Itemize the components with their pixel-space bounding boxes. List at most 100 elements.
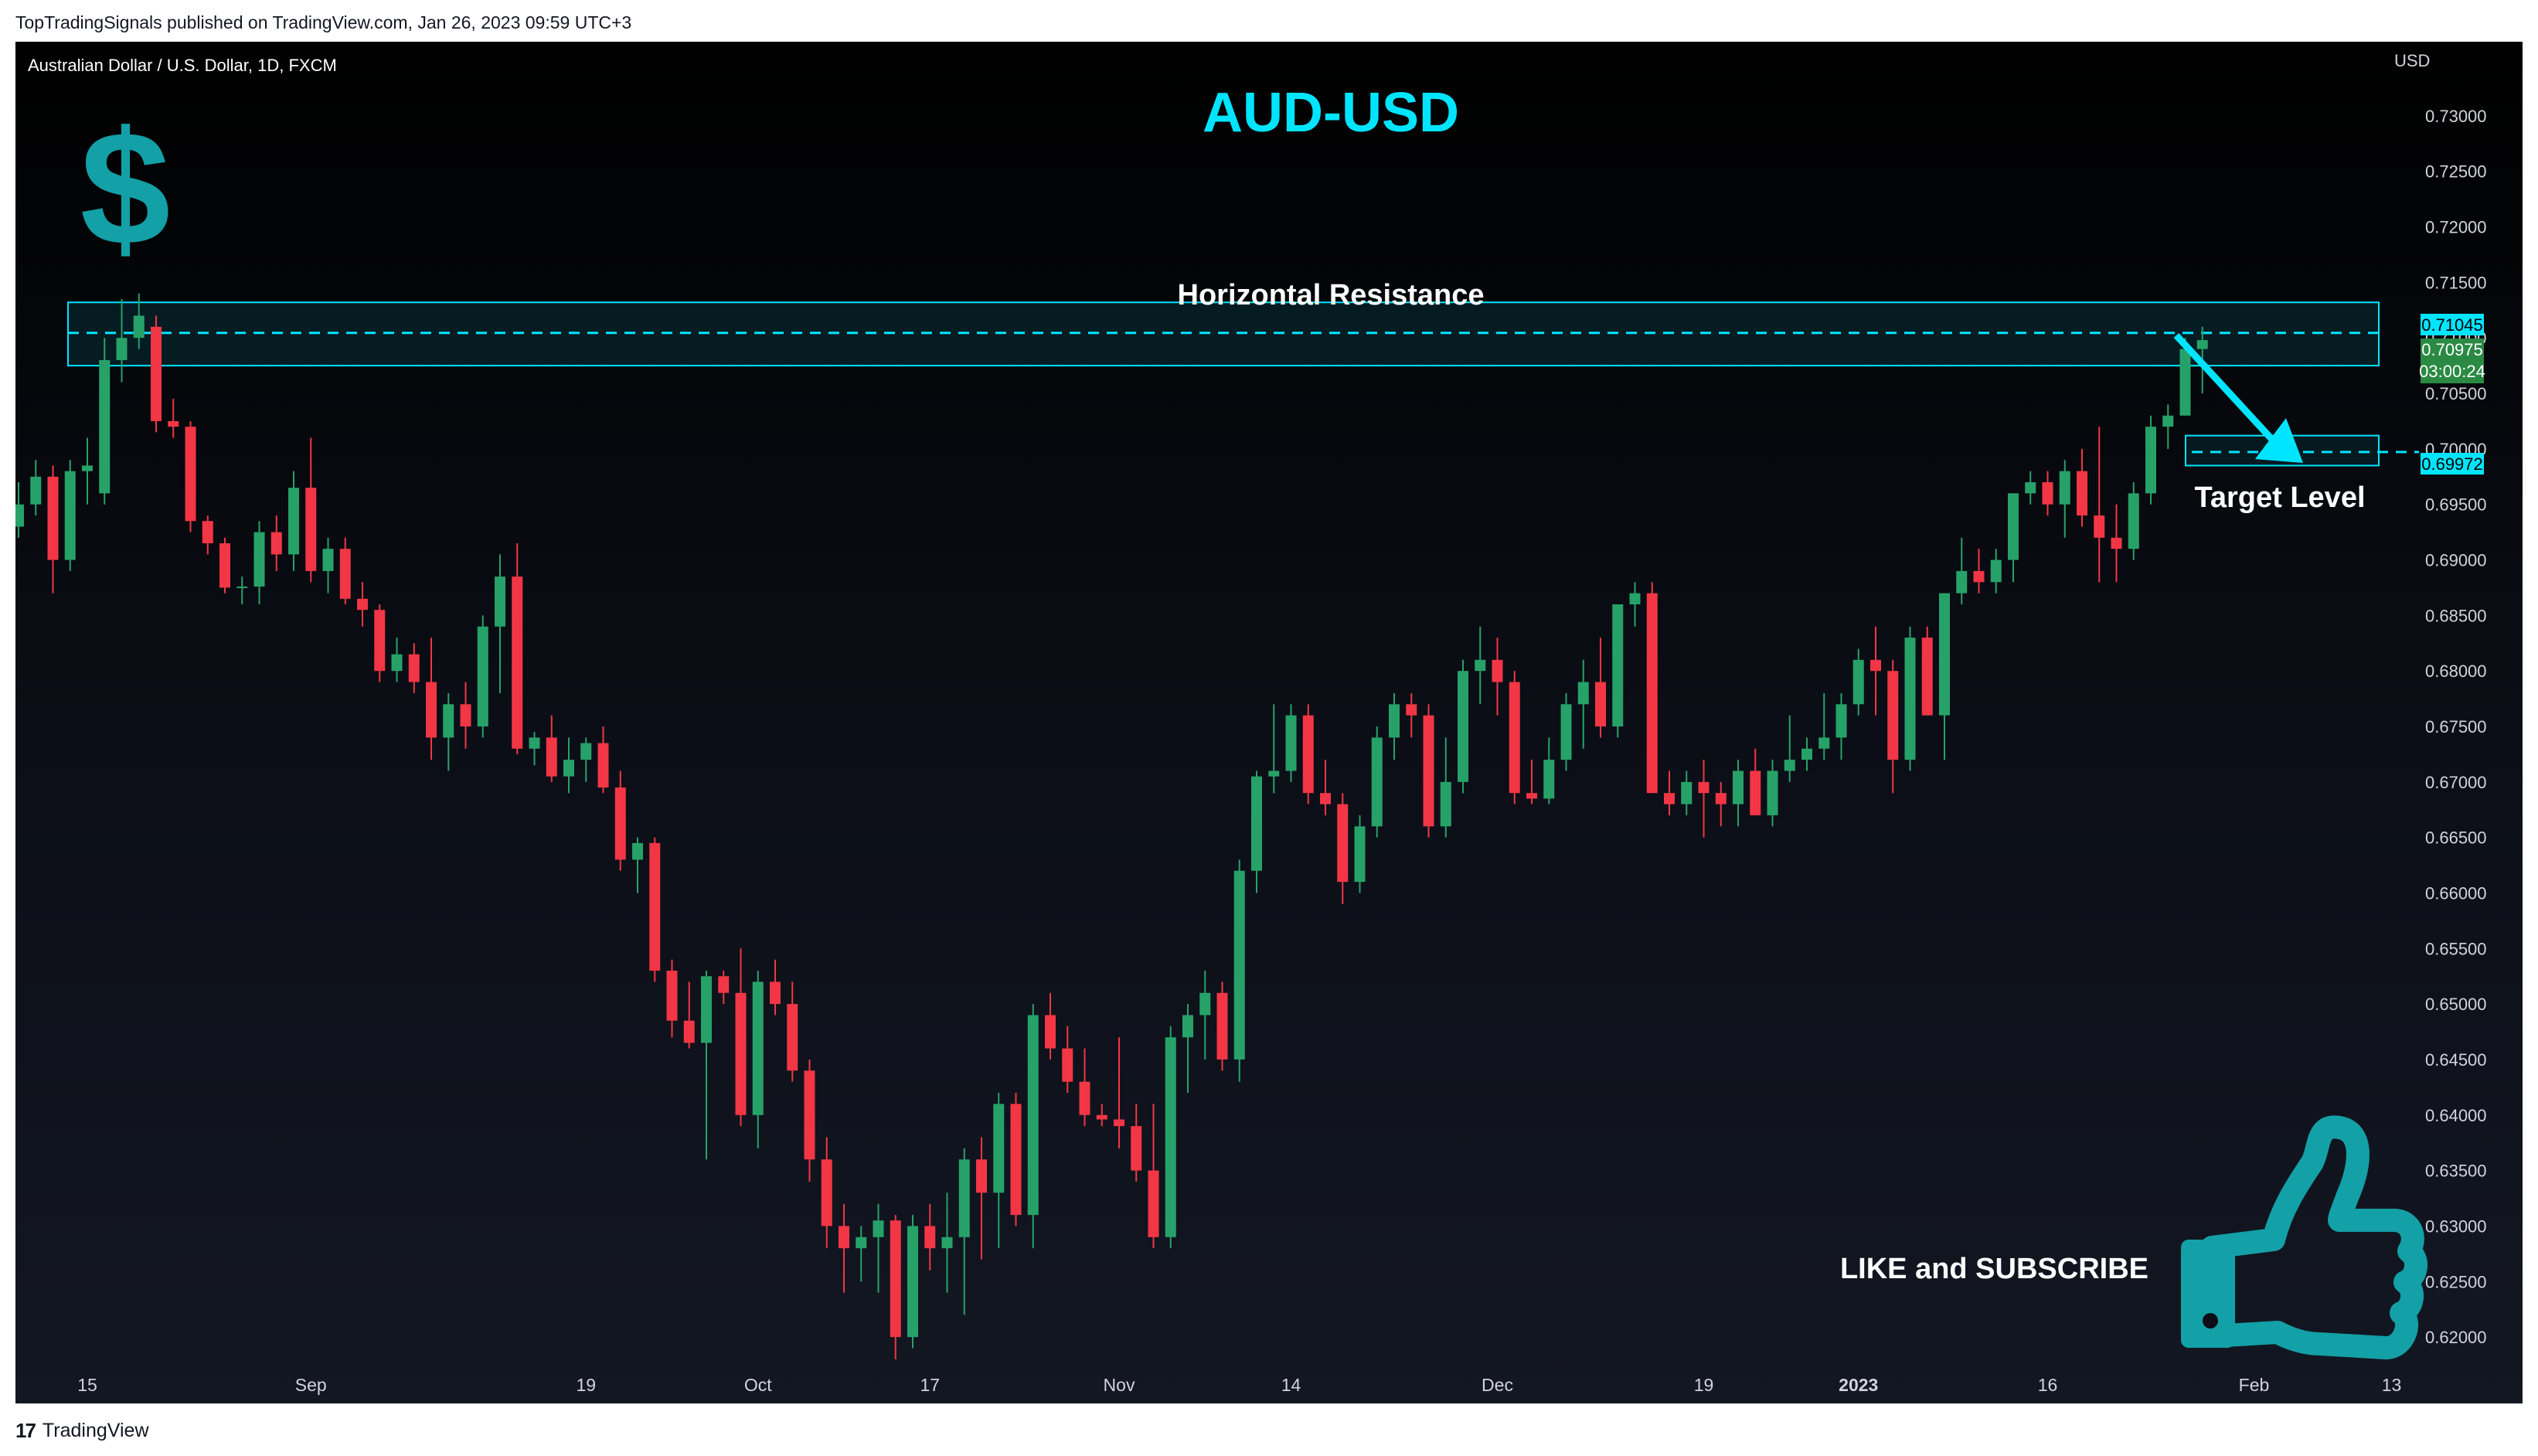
candle-body [546,737,557,777]
price-tag-last: 0.70975 03:00:24 [2419,338,2485,383]
x-tick-label: 17 [920,1375,940,1395]
candle-body [839,1226,849,1249]
candle-body [1148,1170,1159,1237]
chart-title: AUD-USD [1203,82,1459,144]
candle-body [718,976,730,993]
candle-body [1114,1119,1124,1127]
svg-text:0.70975: 0.70975 [2421,340,2483,359]
candles [15,293,2208,1359]
candle-body [1801,748,1812,760]
x-tick-label: 19 [1694,1375,1714,1395]
candle-body [495,577,505,627]
symbol-line: Australian Dollar / U.S. Dollar, 1D, FXC… [28,56,337,75]
candle-body [1835,704,1847,738]
candle-body [1973,570,1985,583]
candle-body [2162,415,2174,427]
candle-body [1887,671,1899,760]
candle-body [1233,870,1245,1060]
y-tick-label: 0.68000 [2425,662,2487,681]
candle-body [1285,715,1297,771]
candle-body [2042,481,2053,505]
x-tick-label: 2023 [1839,1375,1878,1395]
candle-body [1458,671,1468,782]
candle-body [1475,659,1486,672]
candle-body [1990,560,2002,583]
candle-body [1852,659,1864,705]
candle-body [1045,1015,1056,1049]
candle-body [1750,771,1761,815]
footer: 17 TradingView [15,1419,149,1443]
y-tick-label: 0.68500 [2425,606,2487,625]
candle-body [701,976,712,1043]
y-tick-label: 0.72500 [2425,162,2487,182]
x-tick-label: Nov [1104,1375,1135,1395]
candle-body [219,543,230,588]
time-axis: 15 Sep 19 Oct 17 Nov 14 Dec 19 2023 16 Feb 13 [77,1375,2401,1395]
arrow-head-icon [2255,418,2303,463]
candle-body [374,610,386,672]
target-label: Target Level [2194,481,2365,514]
y-tick-label: 0.69500 [2425,495,2487,515]
candle-body [2059,471,2070,505]
countdown-label: 03:00:24 [2419,362,2485,381]
candle-body [1027,1015,1039,1216]
candle-body [1251,776,1262,871]
candle-body [649,842,661,971]
candle-body [958,1159,970,1237]
candle-body [1577,682,1589,705]
candle-body [1165,1037,1176,1237]
price-tag-target: 0.69972 [2421,453,2484,475]
x-tick-label: 16 [2038,1375,2058,1395]
y-tick-label: 0.67500 [2425,717,2487,737]
candle-body [82,465,93,471]
candle-body [1543,760,1555,799]
candle-body [1767,771,1778,815]
y-tick-label: 0.63500 [2425,1162,2487,1181]
candle-body [408,654,420,682]
candle-body [1526,793,1537,799]
publish-info: TopTradingSignals published on TradingVi… [15,12,632,32]
candle-body [1939,593,1950,716]
candle-body [2145,427,2156,494]
y-tick-label: 0.69000 [2425,551,2487,570]
y-tick-label: 0.65000 [2425,995,2487,1014]
candle-body [443,704,454,738]
x-tick-label: 19 [576,1375,596,1395]
candlestick-chart[interactable]: 0.730000.725000.720000.715000.710000.705… [15,42,2523,1403]
candle-body [477,626,488,726]
candle-body [873,1220,884,1237]
candle-body [1733,771,1744,805]
candle-body [2094,515,2105,538]
candle-body [288,488,299,555]
candle-body [1715,793,1727,805]
candle-body [1440,781,1451,827]
dollar-icon: $ [80,97,171,279]
cta-text[interactable]: LIKE and SUBSCRIBE [1840,1253,2148,1285]
candle-body [270,532,282,555]
x-tick-label: 14 [1281,1375,1301,1395]
candle-body [1492,659,1503,682]
candle-body [253,532,265,587]
candle-body [666,971,678,1021]
y-tick-label: 0.64000 [2425,1106,2487,1125]
candle-body [1302,715,1314,794]
candle-body [1921,638,1933,716]
candle-body [1818,737,1830,749]
candle-body [116,338,128,360]
candle-body [563,760,574,777]
x-tick-label: 15 [77,1375,97,1395]
chart-frame[interactable]: 0.73000 0.72500 0.72000 0.71500 0.71000 0.705… [15,42,2523,1403]
candle-body [529,737,540,749]
candle-body [151,326,162,421]
y-tick-label: 0.64500 [2425,1050,2487,1070]
candle-body [426,682,437,738]
candle-body [99,359,111,494]
candle-body [1629,593,1641,604]
candle-body [1182,1015,1193,1038]
thumbs-up-icon[interactable] [2181,1115,2427,1359]
x-tick-label: 13 [2382,1375,2402,1395]
candle-body [64,471,76,560]
candle-body [168,420,179,427]
candle-body [512,577,523,749]
candle-body [976,1159,987,1193]
